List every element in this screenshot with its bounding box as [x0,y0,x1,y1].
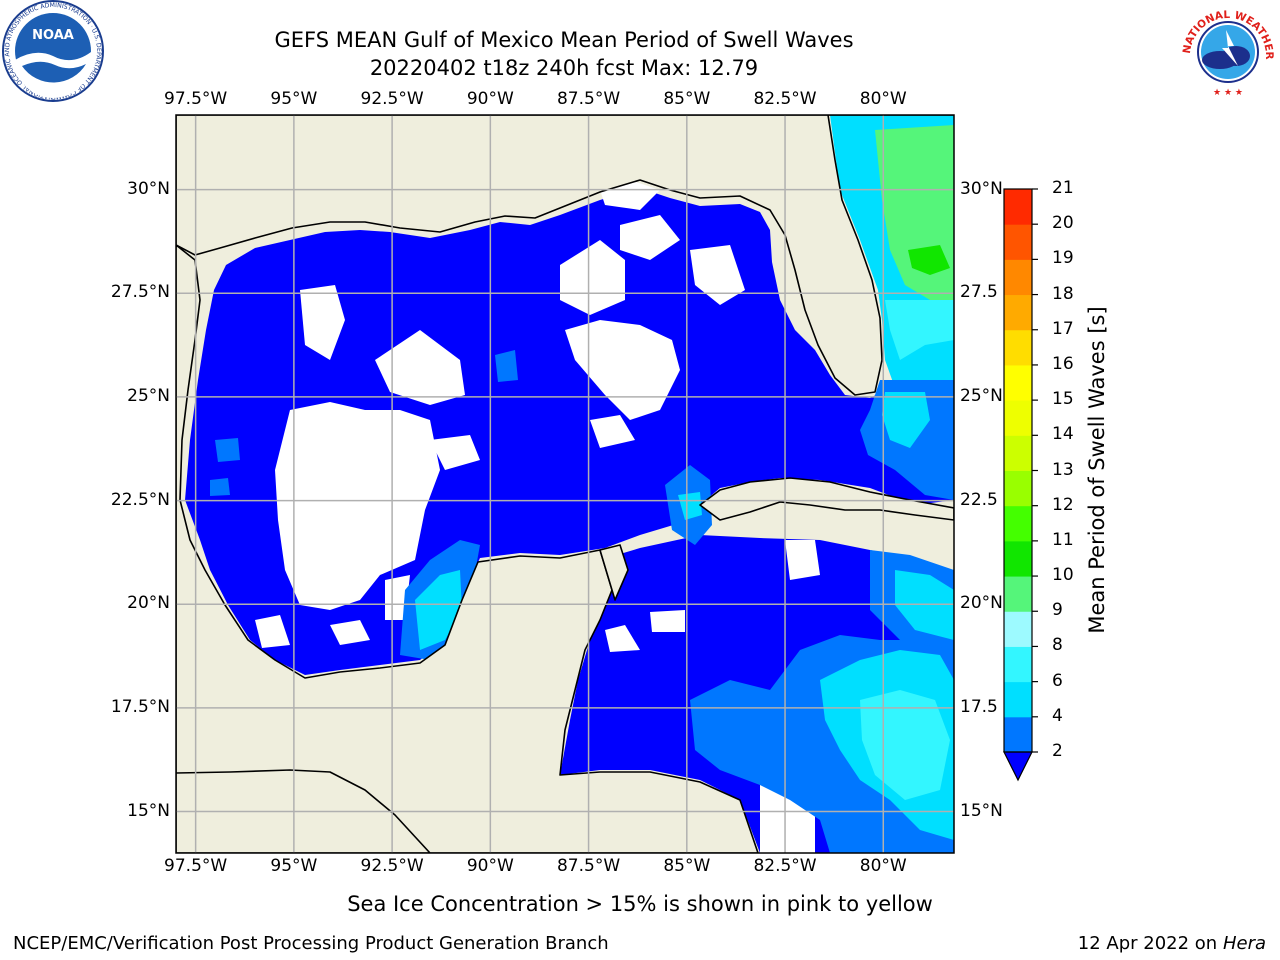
colorbar-segment [1004,470,1032,507]
lat-tick-label-right: 25°N [960,385,1003,406]
lon-tick-label-bottom: 97.5°W [164,856,228,876]
colorbar [1003,188,1038,782]
colorbar-tick-label: 13 [1052,459,1074,480]
colorbar-segment [1004,646,1032,683]
colorbar-segment [1004,224,1032,260]
lon-tick-label-top: 92.5°W [360,89,424,109]
colorbar-segment [1004,189,1032,225]
lon-tick-label-bottom: 80°W [859,856,907,876]
graticule [176,115,954,853]
lat-tick-label-right: 20°N [960,593,1003,614]
colorbar-segment [1004,505,1032,542]
lon-tick-label-top: 85°W [663,89,711,109]
lon-tick-label-bottom: 92.5°W [360,856,424,876]
lat-tick-label-right: 17.5 [960,696,998,717]
colorbar-tick-label: 18 [1052,283,1074,304]
no-data-patches [255,180,820,853]
svg-text:★ ★ ★: ★ ★ ★ [1213,88,1243,98]
colorbar-segment [1004,576,1032,612]
lat-tick-label-right: 27.5 [960,282,998,303]
colorbar-tick-label: 10 [1052,565,1074,586]
colorbar-tick-label: 11 [1052,529,1074,550]
lon-tick-label-top: 87.5°W [556,89,621,109]
colorbar-tick-label: 15 [1052,389,1074,410]
map-title: GEFS MEAN Gulf of Mexico Mean Period of … [274,28,854,52]
colorbar-segment [1004,611,1032,647]
colorbar-tick-label: 19 [1052,248,1074,269]
lon-tick-label-top: 95°W [270,89,318,109]
lon-tick-label-bottom: 82.5°W [753,856,817,876]
colorbar-label: Mean Period of Swell Waves [s] [1085,306,1109,634]
colorbar-tick-label: 2 [1052,741,1063,761]
sea-ice-note: Sea Ice Concentration > 15% is shown in … [347,892,933,916]
lat-tick-label-left: 15°N [127,800,170,821]
bahamas-cyan-band [882,392,930,448]
lat-tick-label-left: 27.5°N [110,282,170,303]
lon-tick-label-bottom: 90°W [466,856,514,876]
nws-logo-icon: NATIONAL WEATHER SERVICE ★ ★ ★ [1176,0,1275,98]
lat-tick-label-left: 30°N [127,178,170,199]
lon-tick-label-top: 97.5°W [164,89,228,109]
colorbar-segment [1004,681,1032,718]
colorbar-segment [1004,294,1032,331]
colorbar-segment [1004,540,1032,577]
atlantic-green-spot [908,245,950,275]
colorbar-segment [1004,400,1032,436]
colorbar-segment [1004,364,1032,401]
colorbar-segment [1004,435,1032,471]
lat-tick-label-left: 25°N [127,385,170,406]
lon-tick-label-bottom: 95°W [270,856,318,876]
colorbar-tick-label: 8 [1052,635,1063,656]
lon-tick-label-bottom: 85°W [663,856,711,876]
colorbar-tick-label: 17 [1052,318,1074,339]
colorbar-segment [1004,329,1032,366]
lon-tick-label-top: 80°W [859,89,907,109]
colorbar-tick-label: 6 [1052,670,1063,691]
colorbar-tick-label: 16 [1052,353,1074,374]
footer-date: 12 Apr 2022 on Hera [1078,933,1266,954]
colorbar-segment [1004,259,1032,296]
colorbar-tick-label: 21 [1052,178,1074,198]
colorbar-tick-label: 9 [1052,600,1063,621]
atlantic-cyan-strip [885,300,954,360]
footer-machine-text: Hera [1222,933,1266,954]
lat-tick-label-left: 20°N [127,593,170,614]
noaa-logo-icon: NATIONAL OCEANIC AND ATMOSPHERIC ADMINIS… [0,0,104,102]
colorbar-segment [1004,716,1032,753]
colorbar-under-extension [1003,751,1033,782]
lat-tick-label-left: 22.5°N [110,489,170,510]
lat-tick-label-right: 15°N [960,800,1003,821]
colorbar-tick-label: 4 [1052,705,1063,726]
lon-tick-label-bottom: 87.5°W [556,856,621,876]
colorbar-tick-label: 20 [1052,213,1074,234]
map-subtitle: 20220402 t18z 240h fcst Max: 12.79 [369,56,759,80]
footer-date-text: 12 Apr 2022 on [1077,933,1223,954]
lat-tick-label-right: 30°N [960,178,1003,199]
lat-tick-label-left: 17.5°N [110,696,170,717]
colorbar-tick-label: 14 [1052,424,1074,445]
noaa-logo-text: NOAA [32,28,74,43]
footer-left-text: NCEP/EMC/Verification Post Processing Pr… [13,933,609,954]
lon-tick-label-top: 82.5°W [753,89,817,109]
coastlines [176,115,954,853]
lon-tick-label-top: 90°W [466,89,514,109]
lat-tick-label-right: 22.5 [960,489,998,510]
colorbar-tick-label: 12 [1052,494,1074,515]
map-frame [175,114,955,854]
